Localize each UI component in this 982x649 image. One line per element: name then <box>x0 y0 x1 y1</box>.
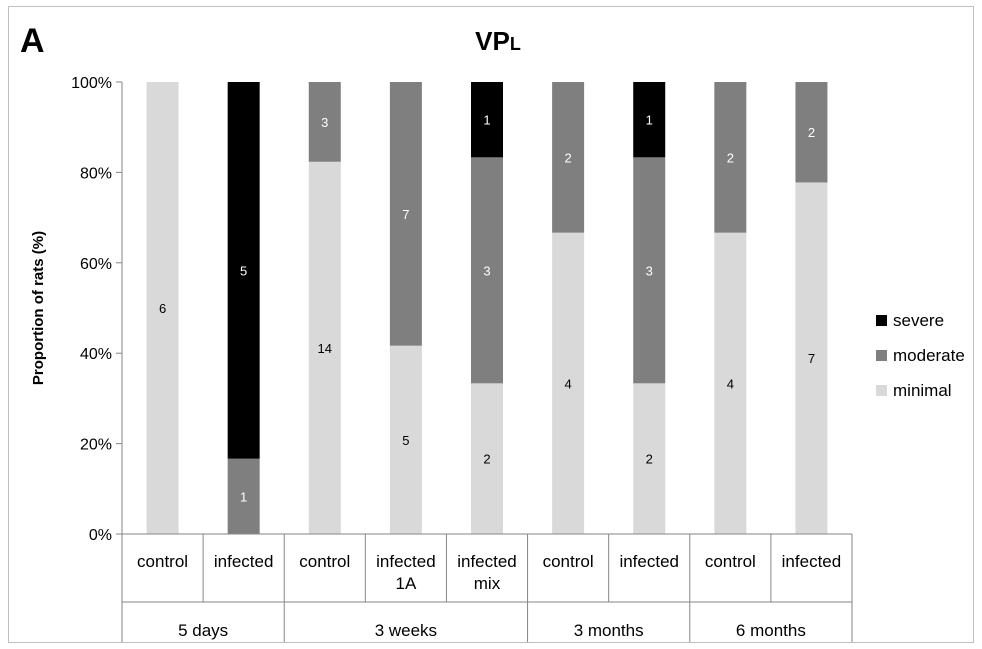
data-label-moderate: 3 <box>321 115 328 130</box>
legend-label-minimal: minimal <box>893 381 952 400</box>
chart-title-subscript: L <box>510 34 521 54</box>
bar-segment-moderate <box>389 82 422 346</box>
y-axis-label: Proportion of rats (%) <box>30 231 47 385</box>
bar-segment-severe <box>633 82 666 158</box>
bar-segment-minimal <box>795 182 828 534</box>
data-label-minimal: 4 <box>564 376 571 391</box>
data-label-minimal: 2 <box>646 452 653 467</box>
data-label-minimal: 14 <box>318 341 332 356</box>
bar-segment-minimal <box>389 345 422 534</box>
chart-title: VPL <box>475 26 521 56</box>
chart-title-main: VP <box>475 26 510 56</box>
category-label: control <box>137 552 188 571</box>
panel-label: A <box>20 22 45 60</box>
y-tick-label: 20% <box>80 437 112 454</box>
y-tick-label: 0% <box>89 527 112 544</box>
bar-segment-moderate <box>552 82 585 233</box>
category-label: control <box>705 552 756 571</box>
bar-segment-minimal <box>146 82 179 534</box>
category-label: control <box>543 552 594 571</box>
bar-segment-severe <box>471 82 503 158</box>
data-label-moderate: 7 <box>402 207 409 222</box>
y-tick-label: 80% <box>80 165 112 182</box>
group-label: 5 days <box>178 621 228 640</box>
legend: severe moderate minimal <box>876 311 965 400</box>
data-label-minimal: 2 <box>483 452 490 467</box>
legend-label-severe: severe <box>893 311 944 330</box>
category-label: infected <box>619 552 679 571</box>
data-label-severe: 1 <box>646 113 653 128</box>
figure-frame <box>8 6 974 643</box>
category-label: 1A <box>395 574 416 593</box>
bar-segment-moderate <box>633 157 666 384</box>
bar-segment-moderate <box>795 82 828 183</box>
bar-segment-severe <box>227 82 260 459</box>
category-label: infected <box>376 552 436 571</box>
category-label: mix <box>474 574 501 593</box>
legend-label-moderate: moderate <box>893 346 965 365</box>
legend-swatch-severe <box>876 315 887 326</box>
data-label-moderate: 1 <box>240 489 247 504</box>
category-label: infected <box>457 552 517 571</box>
bar-segment-moderate <box>227 458 260 534</box>
data-label-severe: 5 <box>240 263 247 278</box>
bar-segment-moderate <box>308 82 341 162</box>
data-label-minimal: 4 <box>727 376 734 391</box>
group-label: 3 months <box>574 621 644 640</box>
data-label-minimal: 5 <box>402 433 409 448</box>
y-tick-label: 60% <box>80 256 112 273</box>
x-axis: control infected control infected 1A infected… <box>121 533 853 642</box>
bar-segment-minimal <box>714 232 747 534</box>
y-tick-label: 100% <box>71 75 112 92</box>
data-label-severe: 1 <box>483 113 490 128</box>
data-label-moderate: 2 <box>727 150 734 165</box>
data-label-moderate: 2 <box>808 125 815 140</box>
data-label-moderate: 2 <box>564 150 571 165</box>
bar-segment-moderate <box>471 157 503 384</box>
category-label: infected <box>214 552 274 571</box>
bar-segment-moderate <box>714 82 747 233</box>
bar-segment-minimal <box>471 383 503 534</box>
bar-segment-minimal <box>633 383 666 534</box>
data-label-moderate: 3 <box>483 263 490 278</box>
legend-swatch-moderate <box>876 350 887 361</box>
y-tick-label: 40% <box>80 346 112 363</box>
data-label-minimal: 7 <box>808 351 815 366</box>
category-label: infected <box>782 552 842 571</box>
group-label: 3 weeks <box>375 621 437 640</box>
category-label: control <box>299 552 350 571</box>
y-axis: 0% 20% 40% 60% 80% 100% <box>71 75 123 544</box>
bar-segment-minimal <box>552 232 585 534</box>
group-label: 6 months <box>736 621 806 640</box>
data-label-moderate: 3 <box>646 263 653 278</box>
data-label-minimal: 6 <box>159 301 166 316</box>
legend-swatch-minimal <box>876 385 887 396</box>
bar-segment-minimal <box>308 161 341 534</box>
